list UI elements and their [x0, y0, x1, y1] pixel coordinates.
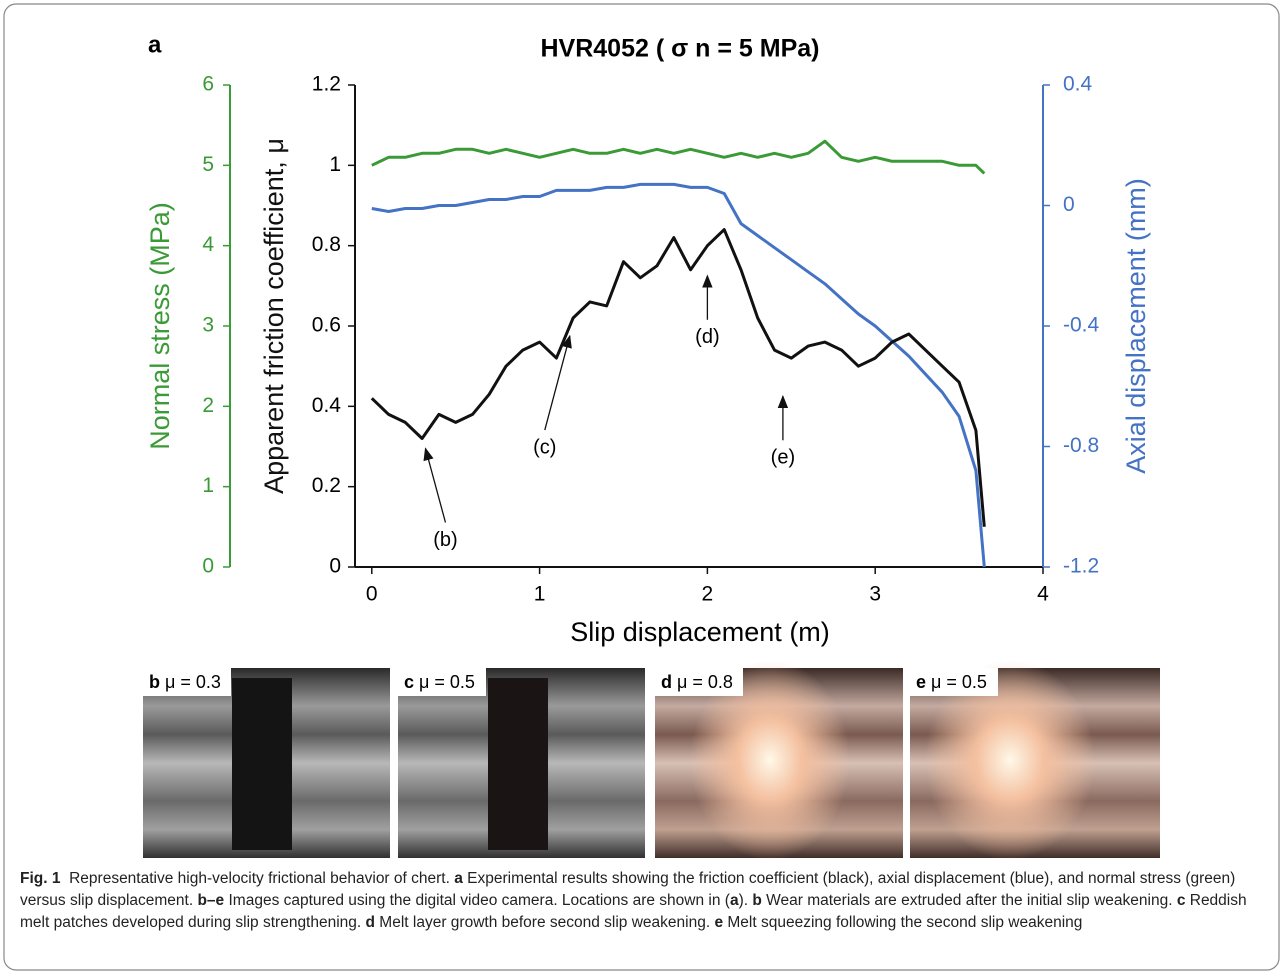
caption-run: a — [454, 870, 463, 887]
photo-label-bg — [910, 668, 998, 696]
y3-tick-label: 2 — [202, 394, 214, 417]
x-tick-label: 3 — [869, 583, 881, 606]
y-tick-label: 1.2 — [312, 73, 341, 96]
y2-tick-label: -0.8 — [1063, 434, 1099, 457]
photo-label-bg — [398, 668, 486, 696]
y-tick-label: 0.6 — [312, 314, 341, 337]
photo-melt — [488, 678, 548, 850]
caption-run: Melt layer growth before second slip wea… — [375, 914, 715, 931]
y2-tick-label: -1.2 — [1063, 555, 1099, 578]
y3-tick-label: 3 — [202, 314, 214, 337]
y-tick-label: 0.8 — [312, 233, 341, 256]
y3-tick-label: 6 — [202, 73, 214, 96]
photo-letter: b — [149, 672, 160, 692]
photo-label-bg — [143, 668, 231, 696]
caption-run: Melt squeezing following the second slip… — [723, 914, 1083, 931]
y-axis-label: Apparent friction coefficient, μ — [259, 138, 289, 494]
photo-mu: μ = 0.3 — [165, 672, 221, 692]
y2-tick-label: -0.4 — [1063, 314, 1100, 337]
caption-run: Images captured using the digital video … — [224, 892, 730, 909]
y-tick-label: 1 — [329, 153, 341, 176]
photo-letter: e — [916, 672, 926, 692]
photos — [143, 660, 1160, 860]
data-line — [370, 228, 986, 527]
caption-run: c — [1176, 892, 1186, 909]
caption-run: a — [729, 892, 739, 909]
x-tick-label: 1 — [534, 583, 546, 606]
annotation: (b) — [433, 529, 457, 551]
chart-title: HVR4052 ( σ n = 5 MPa) — [540, 35, 819, 63]
x-tick-label: 4 — [1037, 583, 1049, 606]
figure-border — [3, 3, 1280, 971]
annotation-arrow — [423, 447, 447, 523]
caption-run: ). — [738, 892, 753, 909]
caption-run: Representative high-velocity frictional … — [60, 870, 455, 887]
y3-axis-label: Normal stress (MPa) — [145, 202, 175, 450]
y-tick-label: 0.4 — [312, 394, 342, 417]
y3-tick-label: 5 — [202, 153, 214, 176]
x-tick-label: 0 — [366, 583, 378, 606]
y3-tick-label: 1 — [202, 474, 214, 497]
caption-run: b — [752, 892, 762, 909]
annotation: (e) — [771, 447, 795, 469]
y3-tick-label: 0 — [202, 555, 214, 578]
photo-glow — [925, 660, 1095, 860]
photo-mu: μ = 0.5 — [931, 672, 987, 692]
photo-glow — [690, 660, 850, 860]
caption-run: Experimental results showing the frictio… — [20, 870, 1240, 909]
caption-run: b–e — [197, 892, 225, 909]
photo-letter: d — [661, 672, 672, 692]
x-axis-label: Slip displacement (m) — [570, 617, 830, 647]
caption-run: e — [714, 914, 724, 931]
x-tick-label: 2 — [702, 583, 714, 606]
annotation: (d) — [695, 326, 719, 348]
y2-tick-label: 0 — [1063, 193, 1075, 216]
caption-run: Wear materials are extruded after the in… — [761, 892, 1177, 909]
photo-mu: μ = 0.5 — [419, 672, 475, 692]
panel-label: a — [148, 31, 162, 58]
y3-tick-label: 4 — [202, 233, 214, 256]
annotation: (c) — [533, 436, 556, 458]
photo-label-bg — [655, 668, 743, 696]
photo-mu: μ = 0.8 — [677, 672, 733, 692]
annotation-arrow — [544, 334, 572, 431]
photo-melt — [232, 678, 292, 850]
y-tick-label: 0.2 — [312, 474, 341, 497]
caption: Fig. 1 Representative high-velocity fric… — [20, 868, 1270, 934]
data-line — [371, 182, 986, 568]
caption-run: d — [365, 914, 375, 931]
caption-run: Fig. 1 — [20, 870, 61, 887]
photo-letter: c — [404, 672, 414, 692]
y-tick-label: 0 — [329, 555, 341, 578]
caption-run: Reddish melt patches developed during sl… — [20, 892, 1251, 931]
data-line — [371, 139, 986, 175]
y2-tick-label: 0.4 — [1063, 73, 1093, 96]
y2-axis-label: Axial displacement (mm) — [1121, 178, 1151, 474]
